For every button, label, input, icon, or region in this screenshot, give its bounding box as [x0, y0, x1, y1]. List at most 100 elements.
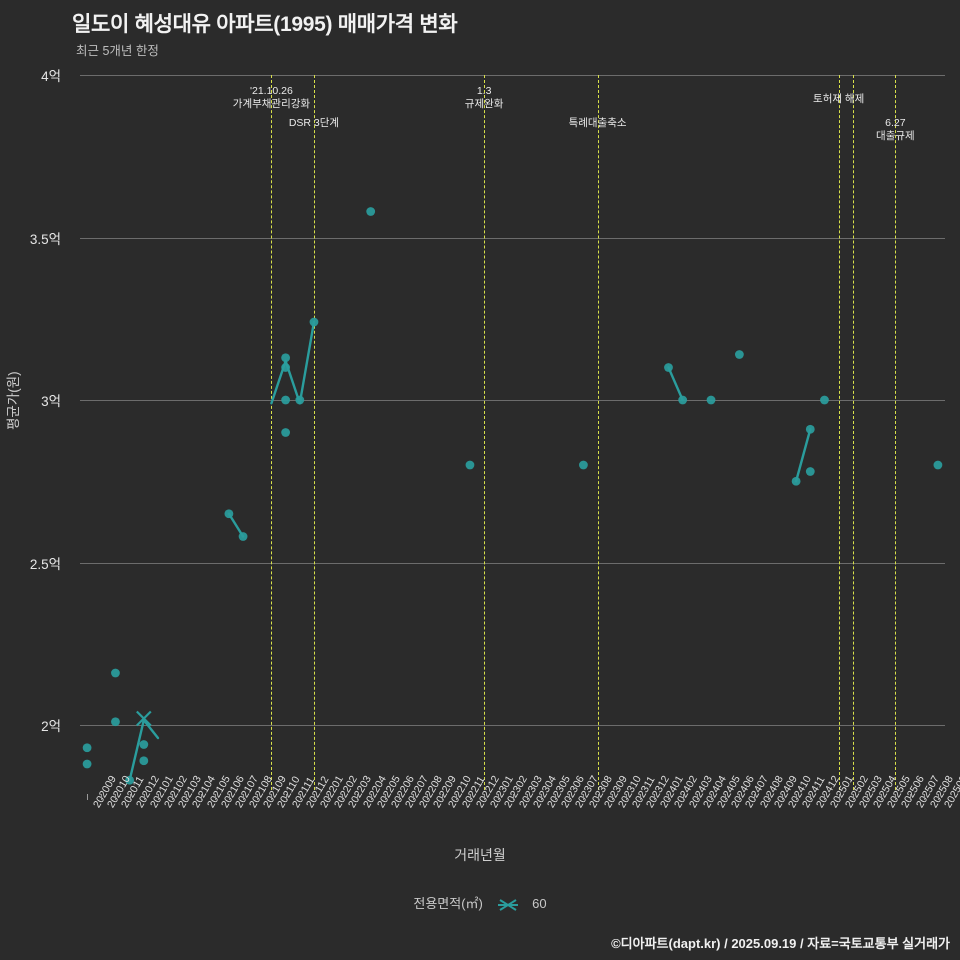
x-axis-tick [228, 794, 230, 800]
data-point[interactable] [281, 353, 291, 363]
legend: 전용면적(㎡) 60 [0, 893, 960, 912]
data-point[interactable] [111, 717, 120, 727]
data-point[interactable] [933, 460, 943, 470]
data-point[interactable] [281, 363, 291, 372]
x-cross-icon [495, 898, 521, 912]
series-line-segment [794, 428, 812, 483]
data-point[interactable] [706, 395, 716, 405]
x-axis-tick [413, 794, 415, 800]
data-point[interactable] [805, 424, 815, 434]
x-axis-tick [540, 794, 542, 800]
x-axis-tick [753, 794, 755, 800]
y-tick-label: 2.5억 [29, 556, 61, 572]
series-line-segment [227, 512, 245, 538]
data-point[interactable] [734, 350, 744, 359]
x-axis-tick [356, 794, 358, 800]
x-axis-tick [299, 794, 301, 800]
x-axis-tick [668, 794, 670, 800]
gridline [80, 562, 945, 564]
x-axis-tick [129, 794, 131, 800]
x-axis-tick [115, 794, 117, 800]
data-point[interactable] [295, 395, 305, 405]
event-line-ev2 [313, 75, 315, 790]
x-axis-tick [767, 794, 769, 800]
x-axis-tick [937, 794, 939, 800]
data-point[interactable] [465, 460, 475, 470]
x-axis-tick [852, 794, 854, 800]
x-axis-tick [625, 794, 627, 800]
data-point[interactable] [139, 756, 149, 766]
page-subtitle: 최근 5개년 한정 [76, 44, 159, 58]
y-tick-label: 2억 [41, 719, 61, 734]
data-point[interactable] [664, 363, 673, 372]
x-axis-tick [611, 794, 613, 800]
event-label-ev7: 6.27 대출규제 [876, 117, 915, 143]
gridline [80, 725, 945, 726]
event-line-ev1 [271, 75, 273, 790]
x-axis-tick [214, 794, 216, 800]
event-label-line: 가계부채관리강화 [232, 98, 311, 111]
x-axis-tick [370, 794, 372, 800]
x-axis-tick [257, 794, 259, 800]
x-axis-tick [455, 794, 457, 800]
series-line-segment [128, 718, 146, 782]
x-axis-tick [555, 794, 557, 800]
x-axis-tick [654, 794, 656, 800]
x-axis-tick [682, 794, 684, 800]
data-point[interactable] [805, 467, 815, 476]
legend-title: 전용면적(㎡) [413, 896, 483, 911]
data-point[interactable] [139, 740, 149, 749]
data-point[interactable] [111, 668, 120, 678]
event-line-ev6 [852, 75, 854, 790]
x-axis-tick [796, 794, 798, 800]
x-axis-tick [200, 794, 202, 800]
footer-credit: ©디아파트(dapt.kr) / 2025.09.19 / 자료=국토교통부 실… [611, 936, 950, 951]
event-label-line: 특례대출축소 [568, 117, 627, 129]
event-label-ev4: 특례대출축소 [569, 117, 627, 130]
x-axis-tick [739, 794, 741, 800]
x-axis-tick [923, 794, 925, 800]
x-axis-tick [469, 794, 471, 800]
event-label-ev5: 토허제 해제 [813, 93, 864, 106]
data-point[interactable] [238, 532, 248, 541]
x-cross-marker[interactable] [136, 710, 152, 727]
event-label-line: 토허제 해제 [813, 93, 865, 105]
data-point[interactable] [678, 395, 688, 405]
event-label-ev1: '21.10.26 가계부채관리강화 [233, 85, 310, 111]
data-point[interactable] [820, 395, 829, 405]
event-label-line: 1.3 [476, 85, 492, 97]
data-point[interactable] [281, 395, 291, 405]
data-point[interactable] [125, 775, 135, 785]
data-point[interactable] [579, 460, 588, 470]
x-axis-tick [909, 794, 911, 800]
data-point[interactable] [309, 317, 319, 327]
x-axis-tick [597, 794, 599, 800]
event-line-ev3 [484, 75, 486, 790]
data-point[interactable] [791, 476, 801, 486]
x-axis-tick [143, 794, 145, 800]
x-axis-tick [838, 794, 840, 800]
data-point[interactable] [366, 207, 376, 216]
x-axis-tick [87, 794, 89, 800]
x-axis-tick [781, 794, 783, 800]
x-axis-tick [640, 794, 642, 800]
x-axis-tick [172, 794, 174, 800]
series-line-segment [667, 366, 684, 402]
data-point[interactable] [224, 509, 234, 519]
x-axis-tick [498, 794, 500, 800]
event-line-ev7 [895, 75, 897, 790]
x-axis-tick [696, 794, 698, 800]
x-axis-tick [824, 794, 826, 800]
x-axis-tick [711, 794, 713, 800]
data-point[interactable] [82, 759, 92, 769]
series-line-segment [142, 718, 160, 740]
x-axis-tick [271, 794, 273, 800]
y-axis-label: 평균가(원) [6, 371, 21, 430]
data-point[interactable] [82, 743, 92, 753]
gridline [80, 237, 945, 239]
event-label-line: 6.27 [885, 117, 906, 129]
x-axis-tick [512, 794, 514, 800]
data-point[interactable] [281, 428, 291, 437]
x-axis-tick [484, 794, 486, 800]
